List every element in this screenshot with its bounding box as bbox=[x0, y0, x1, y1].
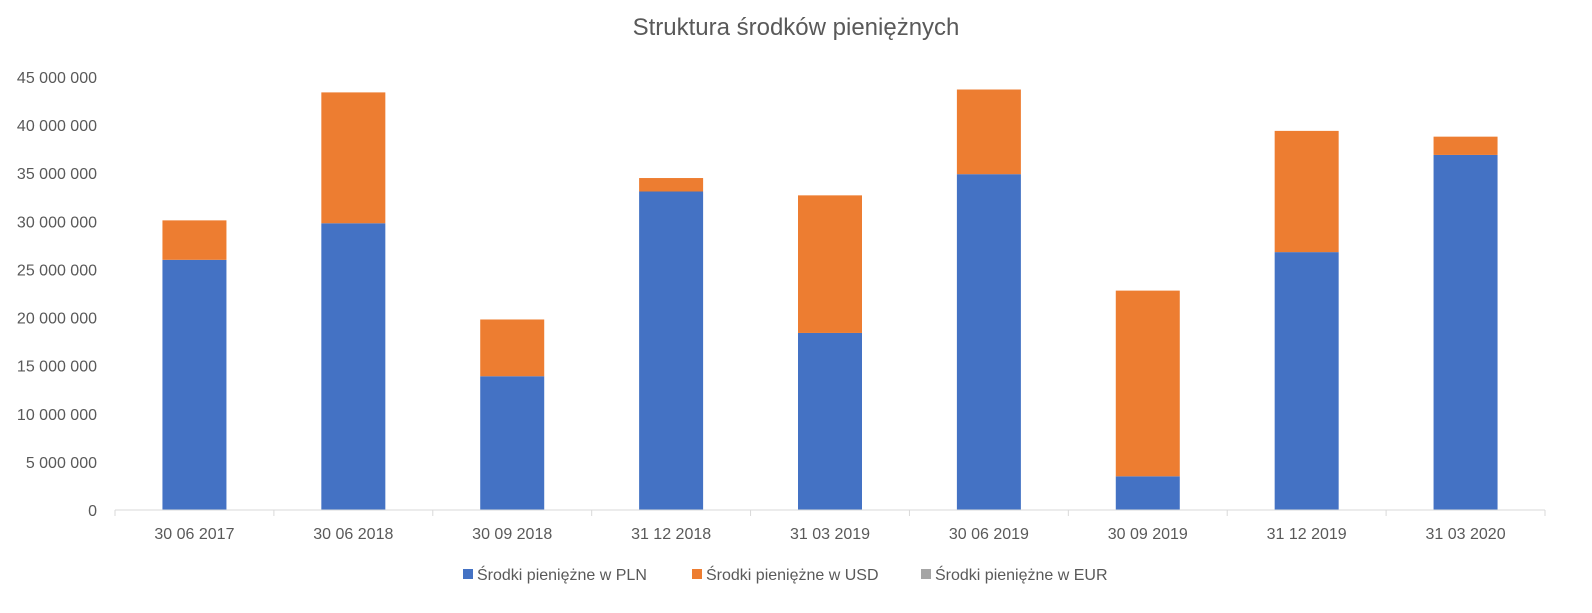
bar-segment bbox=[1433, 154, 1498, 510]
bar-segment bbox=[1274, 130, 1339, 253]
x-tick-label: 31 03 2019 bbox=[790, 526, 870, 543]
bar-segment bbox=[1274, 252, 1339, 510]
y-tick-label: 30 000 000 bbox=[17, 214, 97, 231]
y-tick-label: 20 000 000 bbox=[17, 311, 97, 328]
bar-segment bbox=[1115, 476, 1180, 510]
bar-segment bbox=[480, 376, 545, 510]
chart-title: Struktura środków pieniężnych bbox=[632, 14, 960, 41]
bar-segment bbox=[1115, 290, 1180, 477]
bar-segment bbox=[321, 223, 386, 510]
bar-segment bbox=[956, 174, 1021, 510]
y-tick-label: 0 bbox=[88, 503, 97, 520]
bar-segment bbox=[639, 191, 704, 510]
x-tick-label: 30 06 2018 bbox=[313, 526, 393, 543]
bar-segment bbox=[480, 319, 545, 377]
x-tick-label: 30 06 2019 bbox=[949, 526, 1029, 543]
x-tick-label: 30 09 2018 bbox=[472, 526, 552, 543]
bar-segment bbox=[162, 220, 227, 260]
y-tick-label: 45 000 000 bbox=[17, 70, 97, 87]
bar-segment bbox=[639, 178, 704, 192]
x-tick-label: 31 12 2019 bbox=[1267, 526, 1347, 543]
legend-label: Środki pieniężne w PLN bbox=[477, 565, 647, 584]
y-tick-label: 15 000 000 bbox=[17, 359, 97, 376]
bar-segment bbox=[798, 332, 862, 510]
legend-label: Środki pieniężne w USD bbox=[706, 565, 879, 584]
y-tick-label: 5 000 000 bbox=[26, 455, 97, 472]
legend-swatch bbox=[463, 569, 473, 579]
bar-segment bbox=[1433, 136, 1498, 155]
x-tick-label: 31 12 2018 bbox=[631, 526, 711, 543]
legend-swatch bbox=[921, 569, 931, 579]
legend-swatch bbox=[692, 569, 702, 579]
bar-segment bbox=[321, 92, 386, 224]
bar-segment bbox=[162, 259, 227, 510]
legend-label: Środki pieniężne w EUR bbox=[935, 565, 1108, 584]
x-tick-label: 30 06 2017 bbox=[154, 526, 234, 543]
bar-segment bbox=[798, 195, 862, 333]
y-tick-label: 25 000 000 bbox=[17, 262, 97, 279]
y-tick-label: 35 000 000 bbox=[17, 166, 97, 183]
y-tick-label: 10 000 000 bbox=[17, 407, 97, 424]
x-tick-label: 30 09 2019 bbox=[1108, 526, 1188, 543]
bar-segment bbox=[956, 89, 1021, 175]
x-tick-label: 31 03 2020 bbox=[1426, 526, 1506, 543]
y-tick-label: 40 000 000 bbox=[17, 118, 97, 135]
